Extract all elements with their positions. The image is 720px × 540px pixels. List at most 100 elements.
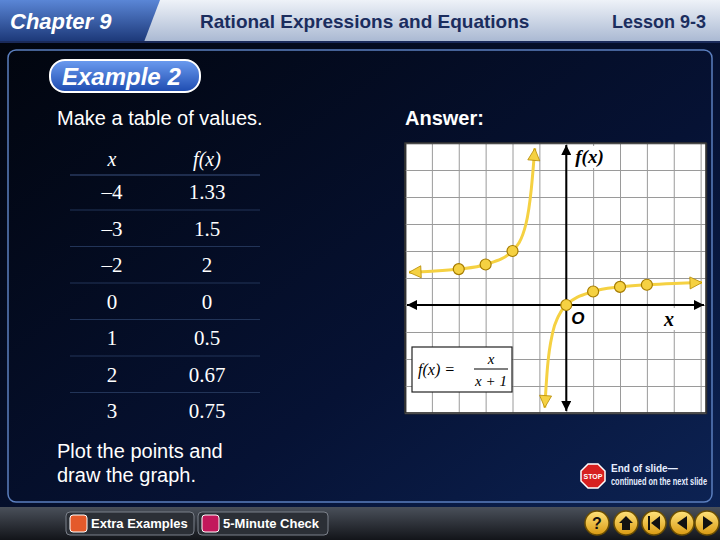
- plot-frame: [405, 143, 706, 413]
- grid-line: [566, 143, 567, 413]
- axis-line: [406, 144, 707, 414]
- banner: Chapter 9 Rational Expressions and Equati…: [0, 0, 720, 42]
- table-rule: [70, 210, 260, 211]
- table-cell: 0.5: [194, 326, 220, 350]
- grid-line: [405, 278, 706, 279]
- nav-button[interactable]: [670, 511, 694, 535]
- table-rule: [70, 283, 260, 284]
- table-cell: 2: [202, 253, 213, 277]
- table-rule: [70, 356, 260, 357]
- data-point: [588, 286, 599, 297]
- nav-circle[interactable]: [695, 511, 719, 535]
- footer-button[interactable]: Extra Examples: [66, 512, 194, 535]
- fraction-bar: [474, 368, 508, 369]
- table-cell: –2: [101, 253, 123, 277]
- button-icon[interactable]: [70, 515, 87, 532]
- data-point: [453, 264, 464, 275]
- button-body[interactable]: [66, 512, 194, 535]
- table-cell: –3: [101, 217, 123, 241]
- formula-box: [412, 347, 512, 392]
- slide: Chapter 9 Rational Expressions and Equati…: [0, 0, 720, 540]
- table-cell: 0: [107, 290, 118, 314]
- curve-arrowhead: [409, 266, 421, 278]
- table-cell: 1.33: [189, 180, 226, 204]
- table-rule: [70, 246, 260, 247]
- tick: [566, 143, 567, 413]
- table-cell: 0.75: [189, 399, 226, 423]
- value-table: xf(x)–41.33–31.5–220010.520.6730.75: [70, 148, 260, 423]
- origin-label: O: [571, 309, 584, 328]
- nav-circle[interactable]: [642, 511, 666, 535]
- button-label[interactable]: 5-Minute Check: [223, 516, 320, 531]
- table-rule: [70, 319, 260, 320]
- footer-bar: [0, 507, 720, 540]
- footer-button[interactable]: 5-Minute Check: [198, 512, 328, 535]
- nav-circle[interactable]: [670, 511, 694, 535]
- end-note: STOP End of slide— continued on the next s…: [581, 463, 707, 488]
- footer: Extra Examples 5-Minute Check?: [0, 507, 720, 540]
- nav-button[interactable]: [614, 511, 638, 535]
- lesson: Lesson 9-3: [612, 12, 706, 32]
- end-note-line: continued on the next slide: [611, 476, 707, 487]
- tick: [405, 305, 706, 306]
- button-label[interactable]: Extra Examples: [91, 516, 188, 531]
- grid-line: [405, 332, 706, 333]
- nav-circle[interactable]: [614, 511, 638, 535]
- chapter-tab: [0, 0, 160, 42]
- table-cell: 0.67: [189, 363, 226, 387]
- tick: [405, 278, 706, 279]
- home-icon[interactable]: [619, 516, 633, 530]
- nav-button[interactable]: [642, 511, 666, 535]
- y-axis: [405, 144, 706, 414]
- step-text: Plot the points and: [57, 440, 223, 462]
- curve-arrowhead: [528, 148, 540, 160]
- table-rule: [70, 392, 260, 393]
- formula-lhs: f(x) =: [418, 361, 455, 379]
- data-point: [615, 281, 626, 292]
- example-badge: [50, 60, 200, 92]
- curve-arrowhead: [690, 277, 702, 289]
- column-header: f(x): [193, 148, 221, 171]
- nav-button[interactable]: [695, 511, 719, 535]
- stop-label: STOP: [584, 473, 603, 480]
- end-note-line: End of slide—: [611, 463, 678, 474]
- button-body[interactable]: [198, 512, 328, 535]
- step-text: draw the graph.: [57, 464, 196, 486]
- horizontal-axis: [407, 304, 704, 306]
- nav-circle[interactable]: [585, 511, 609, 535]
- next-icon[interactable]: [703, 516, 713, 530]
- graph-labels: f(x)xO: [570, 146, 676, 330]
- label-background: [570, 309, 585, 328]
- tick: [405, 251, 706, 252]
- tick: [405, 197, 706, 198]
- nav-button[interactable]: ?: [585, 511, 609, 535]
- chapter-title: Rational Expressions and Equations: [200, 11, 529, 32]
- plot-area: [409, 148, 702, 407]
- tick: [405, 332, 706, 333]
- x-axis-label: x: [663, 308, 674, 330]
- example-title: Example 2: [62, 63, 181, 90]
- tick: [405, 224, 706, 225]
- chapter: Chapter 9: [10, 9, 112, 34]
- button-icon[interactable]: [202, 515, 219, 532]
- answer-label: Answer:: [405, 107, 484, 129]
- graph: f(x)xOf(x) =xx + 1: [405, 143, 707, 414]
- axis-line: [406, 143, 707, 414]
- table-rule: [70, 175, 260, 176]
- data-point: [561, 300, 572, 311]
- help-icon[interactable]: ?: [592, 515, 602, 532]
- curve-arrowhead: [540, 395, 552, 407]
- back-icon[interactable]: [677, 516, 687, 530]
- table-cell: 0: [202, 290, 213, 314]
- grid-line: [405, 224, 706, 225]
- table-cell: –4: [101, 180, 124, 204]
- tick: [405, 170, 706, 171]
- content-frame: [8, 50, 712, 502]
- instruction: Make a table of values.: [57, 107, 263, 129]
- first-icon[interactable]: [648, 516, 660, 530]
- grid-line: [405, 197, 706, 198]
- table-cell: 2: [107, 363, 118, 387]
- grid-line: [405, 170, 706, 171]
- formula: f(x) =xx + 1: [412, 347, 512, 392]
- formula-numerator: x: [487, 351, 495, 367]
